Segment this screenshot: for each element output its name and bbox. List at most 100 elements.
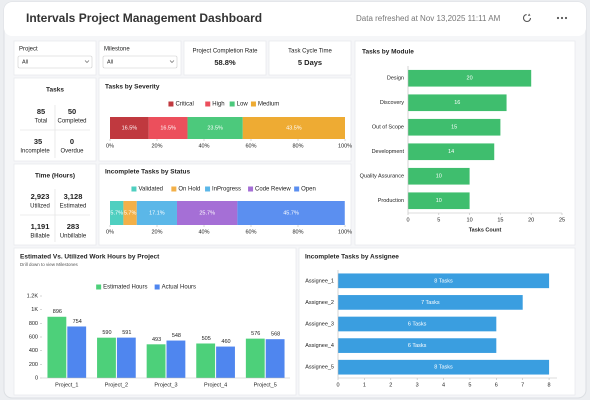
y-tick-label: Quality Assurance (360, 174, 404, 180)
stat-value: 2,923 (31, 192, 50, 201)
data-label: 568 (271, 332, 280, 338)
legend-label: Open (301, 187, 316, 193)
x-tick-label: 20% (151, 143, 162, 149)
legend-label: InProgress (212, 187, 241, 193)
chart-title: Incomplete Tasks by Status (105, 169, 191, 176)
bar (408, 192, 470, 210)
legend-swatch (168, 101, 174, 107)
milestone-dropdown[interactable]: All (102, 55, 178, 69)
bar (67, 326, 87, 378)
bar (196, 343, 216, 378)
data-label: 548 (172, 333, 181, 339)
card (268, 40, 352, 76)
data-label: 15 (451, 125, 457, 131)
legend-swatch (171, 186, 177, 192)
data-label: 45.7% (283, 210, 299, 216)
stat-label: Utilized (30, 204, 50, 210)
x-tick-label: Project_5 (254, 382, 277, 388)
bar (166, 340, 186, 378)
chart-title: Estimated Vs. Utilized Work Hours by Pro… (20, 254, 160, 261)
bar-segment (242, 117, 345, 139)
data-label: 10 (436, 198, 442, 204)
data-label: 460 (221, 339, 230, 345)
stat-value: 283 (67, 222, 80, 231)
bar (408, 167, 470, 185)
y-tick-label: 600 (29, 334, 38, 340)
y-tick-label: Assignee_2 (305, 300, 334, 306)
x-tick-label: Project_2 (105, 382, 128, 388)
data-label: 5.7% (110, 210, 123, 216)
y-tick-label: Assignee_4 (305, 343, 334, 349)
bar (97, 337, 116, 378)
bar (338, 295, 523, 310)
data-label: 591 (122, 330, 131, 336)
bar (116, 337, 136, 378)
x-tick-label: 60% (245, 229, 256, 235)
stat-label: Completed (57, 119, 86, 125)
bar (146, 344, 166, 378)
legend-swatch (205, 186, 211, 192)
y-tick-label: Development (372, 149, 405, 155)
x-tick-label: Project_4 (204, 382, 227, 388)
x-tick-label: 25 (559, 217, 565, 223)
stat-value: 1,191 (31, 222, 50, 231)
bar (408, 69, 532, 87)
legend-swatch (205, 101, 211, 107)
legend-swatch (96, 284, 102, 290)
y-tick-label: Assignee_3 (305, 321, 334, 327)
project-dropdown[interactable]: All (17, 55, 93, 69)
legend-label: Actual Hours (162, 285, 196, 291)
header-title: Intervals Project Management Dashboard (26, 11, 262, 25)
y-tick-label: Production (378, 198, 404, 204)
stat-label: Unbillable (60, 234, 87, 240)
bar-segment (110, 117, 149, 139)
bar-segment (136, 201, 177, 225)
legend-label: Low (237, 102, 249, 108)
bar (408, 118, 501, 136)
bar (338, 273, 550, 289)
refresh-button[interactable] (522, 13, 532, 23)
stat-label: Billable (30, 234, 50, 240)
legend-swatch (248, 186, 254, 192)
x-tick-label: 0 (336, 382, 339, 388)
x-tick-label: 20% (151, 229, 162, 235)
data-label: 5.7% (124, 210, 137, 216)
bar-segment (187, 117, 243, 139)
data-label: 8 Tasks (434, 278, 453, 284)
bar-segment (148, 117, 188, 139)
data-label: 896 (53, 309, 62, 315)
stat-value: 50 (68, 107, 76, 116)
data-label: 505 (202, 336, 211, 342)
y-tick-label: Design (387, 76, 404, 82)
x-tick-label: 20 (528, 217, 534, 223)
kpi-value: 58.8% (214, 58, 236, 67)
bar (408, 94, 507, 112)
data-label: 7 Tasks (421, 300, 440, 306)
data-label: 6 Tasks (408, 321, 427, 327)
chart-title: Tasks by Severity (105, 84, 160, 91)
more-button[interactable] (556, 16, 568, 20)
data-label: 23.5% (207, 125, 223, 131)
y-tick-label: 1K (31, 307, 38, 313)
x-tick-label: 3 (416, 382, 419, 388)
refresh-time: Data refreshed at Nov 13,2025 11:11 AM (356, 14, 501, 23)
bar (265, 339, 285, 378)
x-tick-label: 60% (245, 143, 256, 149)
x-tick-label: 5 (468, 382, 471, 388)
bar-segment (110, 201, 124, 225)
legend-label: Critical (175, 102, 193, 108)
legend-swatch (294, 186, 300, 192)
x-tick-label: 8 (548, 382, 551, 388)
x-tick-label: 2 (389, 382, 392, 388)
data-label: 16.5% (122, 125, 138, 131)
x-tick-label: 4 (442, 382, 445, 388)
kpi-label: Project Completion Rate (192, 49, 258, 55)
bar (338, 359, 550, 375)
data-label: 6 Tasks (408, 343, 427, 349)
x-tick-label: 10 (467, 217, 473, 223)
stat-label: Total (35, 119, 48, 125)
stat-label: Incomplete (20, 149, 50, 155)
chart-subtitle: Drill down to view Milestones (20, 262, 79, 267)
stat-label: Estimated (60, 204, 87, 210)
